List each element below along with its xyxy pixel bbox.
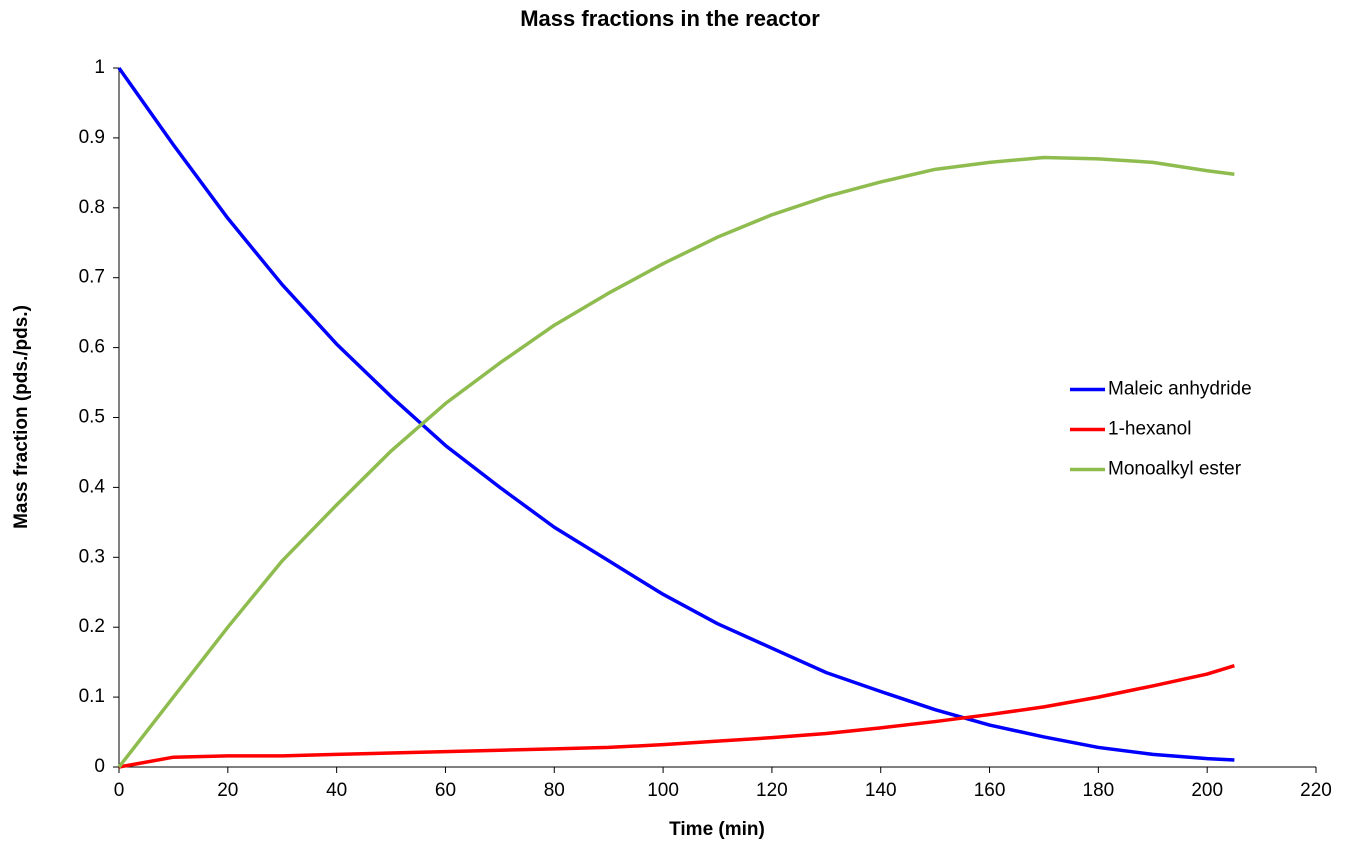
series-line [117, 66, 1235, 762]
x-tick-label: 220 [1300, 780, 1332, 801]
x-tick-label: 60 [435, 780, 456, 801]
legend-label: Maleic anhydride [1108, 379, 1252, 400]
y-axis-label: Mass fraction (pds./pds.) [11, 305, 32, 529]
series-line [117, 155, 1235, 769]
x-tick-label: 20 [217, 780, 238, 801]
y-tick-label: 0.3 [79, 546, 105, 567]
y-tick-label: 0.2 [79, 616, 105, 637]
x-tick-label: 200 [1191, 780, 1223, 801]
chart-title: Mass fractions in the reactor [520, 6, 820, 31]
x-tick-label: 140 [865, 780, 897, 801]
x-tick-label: 0 [114, 780, 125, 801]
x-axis-label: Time (min) [669, 819, 765, 840]
y-tick-label: 0.1 [79, 686, 105, 707]
y-tick-label: 0 [94, 756, 105, 777]
legend-label: 1-hexanol [1108, 419, 1191, 440]
y-tick-label: 0.5 [79, 407, 105, 428]
y-tick-label: 0.4 [79, 476, 106, 497]
x-tick-label: 180 [1083, 780, 1115, 801]
y-tick-label: 0.7 [79, 267, 105, 288]
y-tick-label: 0.8 [79, 197, 105, 218]
x-tick-label: 120 [756, 780, 788, 801]
y-tick-label: 0.6 [79, 337, 105, 358]
x-tick-label: 100 [647, 780, 679, 801]
x-tick-label: 80 [544, 780, 565, 801]
y-tick-label: 0.9 [79, 127, 105, 148]
legend-label: Monoalkyl ester [1108, 459, 1242, 480]
y-tick-label: 1 [94, 57, 105, 78]
x-tick-label: 40 [326, 780, 347, 801]
series-line [118, 663, 1235, 769]
x-tick-label: 160 [974, 780, 1006, 801]
